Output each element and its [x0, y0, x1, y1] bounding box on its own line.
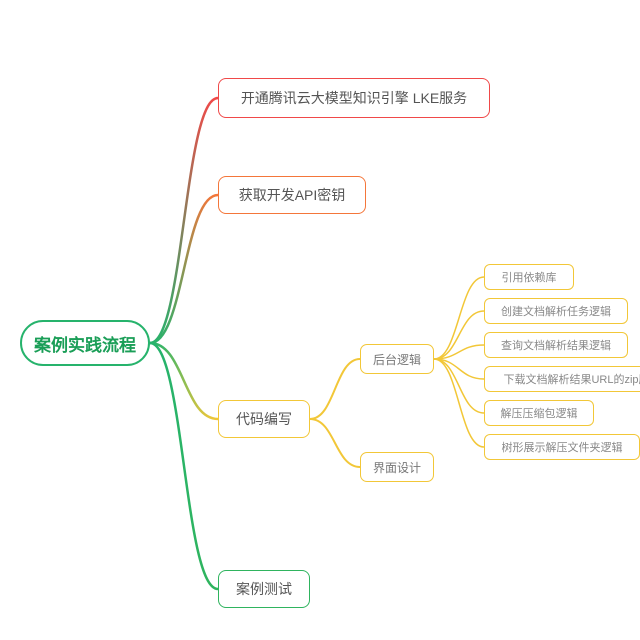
edge-n3a-l3_5	[434, 359, 484, 413]
node-label: 代码编写	[236, 409, 292, 429]
node-l3_4[interactable]: 下载文档解析结果URL的zip压缩	[484, 366, 640, 392]
node-label: 后台逻辑	[373, 351, 421, 368]
node-n3[interactable]: 代码编写	[218, 400, 310, 438]
node-label: 开通腾讯云大模型知识引擎 LKE服务	[241, 88, 467, 108]
node-label: 查询文档解析结果逻辑	[501, 337, 611, 353]
node-l3_5[interactable]: 解压压缩包逻辑	[484, 400, 594, 426]
node-label: 树形展示解压文件夹逻辑	[502, 439, 623, 455]
edge-n3a-l3_1	[434, 277, 484, 359]
node-label: 获取开发API密钥	[239, 185, 346, 205]
node-n2[interactable]: 获取开发API密钥	[218, 176, 366, 214]
node-label: 下载文档解析结果URL的zip压缩	[503, 371, 640, 387]
edge-n3a-l3_3	[434, 345, 484, 359]
node-l3_1[interactable]: 引用依赖库	[484, 264, 574, 290]
node-label: 解压压缩包逻辑	[501, 405, 578, 421]
edge-root-n1	[150, 98, 218, 343]
node-n3b[interactable]: 界面设计	[360, 452, 434, 482]
edge-n3a-l3_6	[434, 359, 484, 447]
edge-root-n4	[150, 343, 218, 589]
node-n1[interactable]: 开通腾讯云大模型知识引擎 LKE服务	[218, 78, 490, 118]
node-l3_3[interactable]: 查询文档解析结果逻辑	[484, 332, 628, 358]
edge-n3-n3b	[310, 419, 360, 467]
edge-root-n3	[150, 343, 218, 419]
root-node[interactable]: 案例实践流程	[20, 320, 150, 366]
node-label: 案例测试	[236, 579, 292, 599]
root-label: 案例实践流程	[34, 331, 136, 356]
edge-n3a-l3_2	[434, 311, 484, 359]
node-l3_2[interactable]: 创建文档解析任务逻辑	[484, 298, 628, 324]
node-label: 引用依赖库	[502, 269, 557, 285]
node-n3a[interactable]: 后台逻辑	[360, 344, 434, 374]
edge-n3a-l3_4	[434, 359, 484, 379]
node-n4[interactable]: 案例测试	[218, 570, 310, 608]
node-l3_6[interactable]: 树形展示解压文件夹逻辑	[484, 434, 640, 460]
node-label: 创建文档解析任务逻辑	[501, 303, 611, 319]
edge-root-n2	[150, 195, 218, 343]
edge-n3-n3a	[310, 359, 360, 419]
node-label: 界面设计	[373, 459, 421, 476]
